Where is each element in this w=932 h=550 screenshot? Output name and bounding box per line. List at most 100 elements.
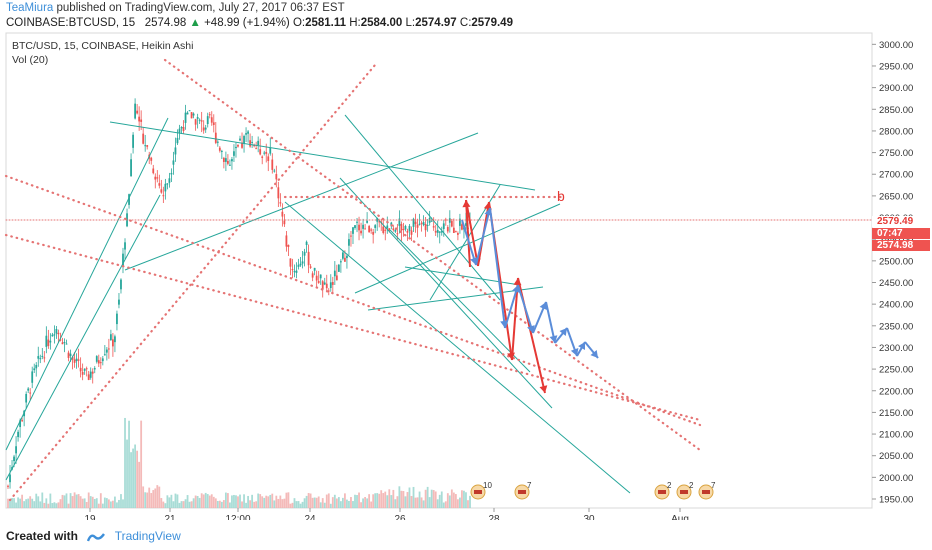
candle-body	[263, 152, 266, 154]
volume-bar	[315, 497, 318, 508]
candle-body	[79, 367, 82, 372]
quote-header: COINBASE:BTCUSD, 15 2574.98 ▲ +48.99 (+1…	[6, 17, 513, 29]
volume-bar	[467, 500, 469, 508]
x-tick-label: 19	[84, 514, 96, 520]
tradingview-brand[interactable]: TradingView	[114, 529, 181, 543]
candle-body	[305, 241, 308, 246]
volume-bar	[301, 501, 304, 508]
candle-body	[33, 368, 36, 371]
volume-bar	[418, 491, 421, 508]
candle-body	[152, 168, 155, 174]
event-flag-icon	[702, 490, 710, 494]
candle-body	[259, 149, 262, 155]
candle-body	[176, 137, 179, 144]
candle-body	[237, 144, 239, 147]
volume-bar	[469, 495, 471, 508]
candle-body	[271, 159, 274, 170]
price-chart[interactable]: b 10 7 2 2 7 3000.00 2950.00 2900.00 2850.00 2800…	[0, 30, 932, 520]
candle-body	[402, 228, 405, 230]
candle-body	[210, 117, 213, 123]
candle-body	[233, 151, 235, 156]
volume-bar	[128, 420, 130, 508]
candle-body	[331, 282, 334, 285]
volume-bar	[152, 490, 155, 508]
candle-body	[174, 147, 177, 155]
candle-body	[350, 235, 352, 237]
volume-bar	[289, 503, 292, 508]
candle-body	[267, 156, 270, 161]
candle-body	[412, 218, 415, 227]
candle-body	[136, 110, 139, 114]
volume-bar	[184, 499, 187, 508]
candle-body	[323, 282, 326, 285]
x-tick-label: 30	[583, 514, 595, 520]
volume-bar	[426, 486, 429, 508]
forecast-arrow-line	[465, 199, 479, 267]
volume-bar	[422, 500, 425, 508]
candle-body	[341, 252, 344, 259]
candle-body	[186, 112, 189, 115]
candle-body	[319, 274, 322, 279]
candle-body	[241, 142, 243, 148]
volume-bar	[235, 495, 237, 508]
volume-bar	[461, 490, 463, 508]
volume-bar	[59, 499, 62, 508]
volume-bar	[49, 493, 52, 508]
volume-bar	[31, 498, 34, 508]
volume-bar	[406, 492, 409, 508]
candle-body	[404, 225, 407, 230]
volume-bar	[285, 492, 288, 508]
symbol-label: COINBASE:BTCUSD, 15	[6, 17, 136, 29]
volume-bar	[386, 495, 389, 508]
candle-body	[376, 217, 379, 222]
volume-bar	[99, 493, 102, 508]
volume-bar	[33, 501, 36, 508]
volume-bar	[150, 493, 153, 508]
volume-bar	[450, 489, 453, 508]
candle-body	[261, 156, 264, 158]
volume-bar	[103, 497, 106, 508]
volume-bar	[154, 488, 157, 508]
y-tick-label: 2200.00	[879, 386, 913, 397]
candle-body	[105, 349, 108, 353]
event-flag-icon	[680, 490, 688, 494]
volume-bar	[186, 495, 189, 508]
volume-bar	[368, 494, 371, 508]
y-tick-label: 2700.00	[879, 170, 913, 181]
volume-bar	[53, 502, 56, 508]
candle-body	[303, 251, 306, 256]
candle-body	[9, 474, 11, 483]
candle-body	[243, 135, 245, 144]
volume-bar	[17, 497, 19, 508]
x-tick-label: 12:00	[225, 514, 250, 520]
volume-bar	[132, 448, 134, 508]
candle-body	[214, 132, 217, 143]
volume-bar	[442, 502, 445, 508]
candle-body	[364, 228, 366, 230]
candle-body	[297, 264, 300, 267]
volume-bar	[237, 496, 239, 508]
volume-bar	[25, 499, 28, 508]
candle-body	[414, 221, 417, 225]
candle-body	[124, 242, 126, 250]
event-badge-count: 7	[711, 481, 716, 490]
volume-bar	[95, 498, 98, 508]
candle-body	[59, 339, 62, 341]
candle-body	[257, 140, 260, 146]
volume-bar	[164, 503, 167, 508]
candle-body	[164, 183, 167, 192]
volume-bar	[436, 499, 439, 508]
candle-body	[77, 359, 80, 361]
author-link[interactable]: TeaMiura	[6, 2, 54, 14]
publish-header: TeaMiura published on TradingView.com, J…	[6, 2, 345, 14]
y-tick-label: 2100.00	[879, 430, 913, 441]
forecast-arrow-head	[578, 342, 585, 351]
volume-bar	[239, 494, 241, 508]
candle-body	[370, 229, 373, 231]
candle-body	[436, 230, 439, 233]
volume-bar	[448, 495, 451, 508]
candle-body	[101, 358, 104, 362]
candle-body	[114, 336, 116, 343]
volume-bar	[263, 497, 266, 508]
candle-body	[116, 313, 118, 325]
